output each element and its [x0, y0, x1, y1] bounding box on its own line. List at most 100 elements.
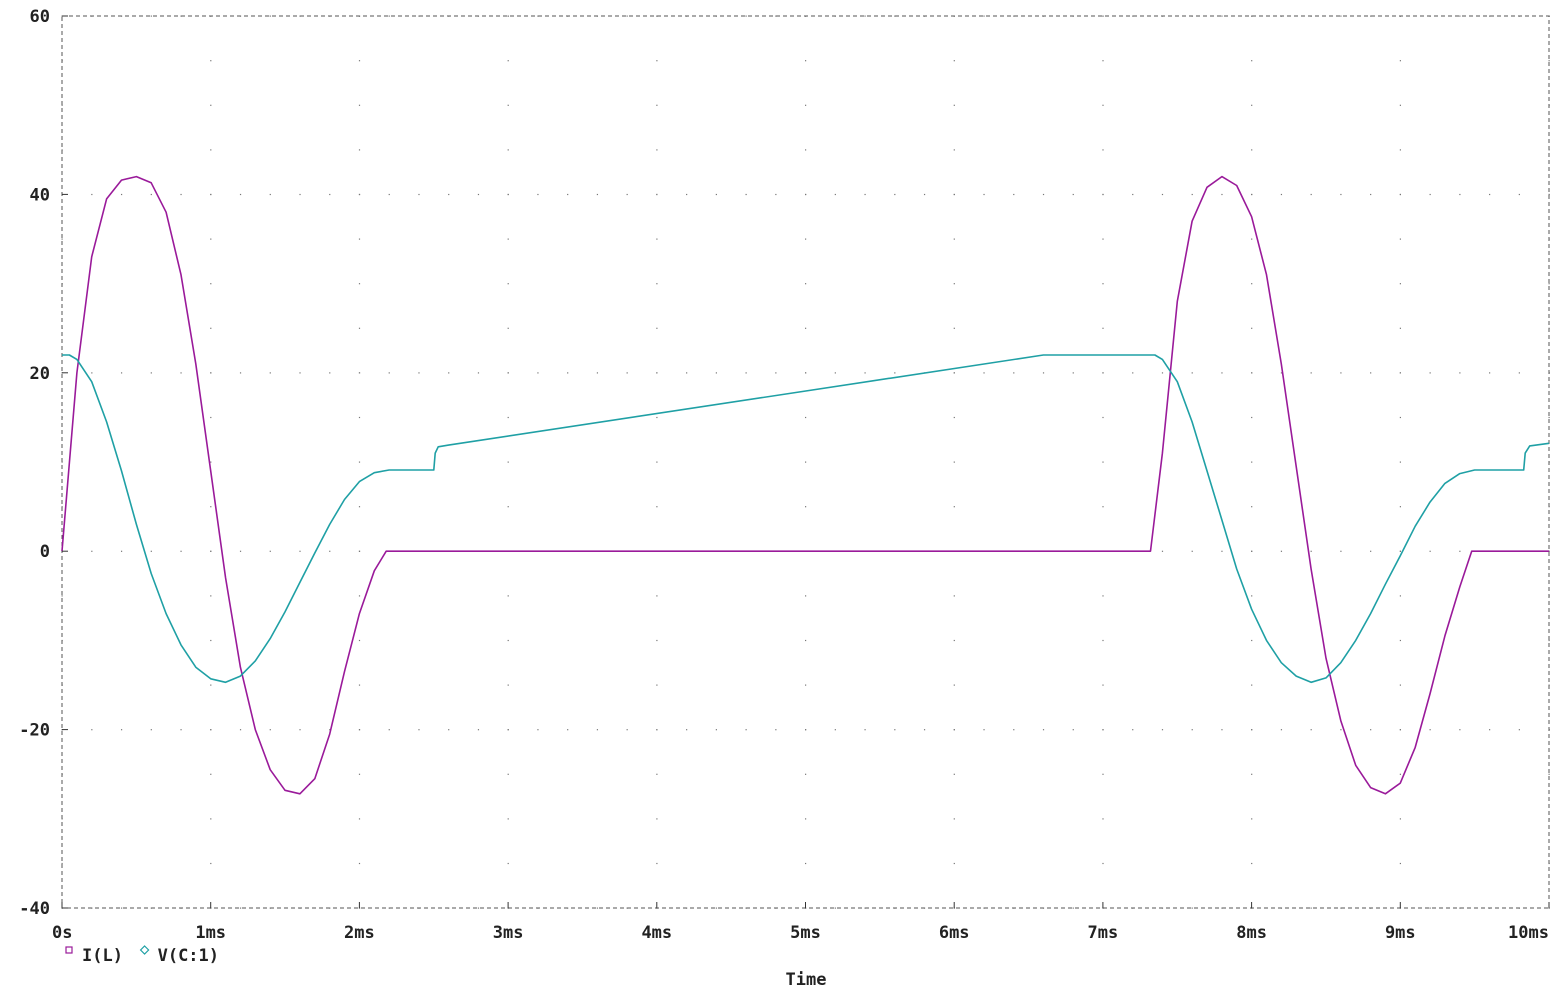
grid-dot	[656, 283, 658, 285]
grid-dot	[120, 729, 123, 731]
grid-dot	[626, 15, 628, 17]
grid-dot	[864, 729, 866, 731]
grid-dot	[210, 729, 212, 731]
grid-dot	[1251, 862, 1253, 865]
grid-dot	[1429, 907, 1431, 909]
grid-dot	[805, 773, 807, 775]
grid-dot	[805, 372, 807, 374]
grid-dot	[537, 15, 539, 17]
grid-dot	[1251, 506, 1253, 508]
grid-dot	[1399, 862, 1401, 865]
grid-dot	[953, 729, 955, 731]
grid-dot	[1013, 15, 1015, 17]
grid-dot	[1399, 773, 1401, 775]
grid-dot	[805, 60, 807, 62]
grid-dot	[1102, 639, 1104, 642]
grid-dot	[537, 193, 539, 196]
grid-dot	[1161, 550, 1164, 552]
grid-dot	[477, 729, 480, 731]
grid-dot	[923, 193, 926, 196]
grid-dot	[983, 729, 985, 731]
grid-dot	[388, 372, 390, 374]
grid-dot	[507, 595, 509, 597]
grid-dot	[1251, 15, 1253, 17]
grid-dot	[567, 729, 569, 731]
grid-dot	[1161, 193, 1164, 196]
grid-dot	[1042, 729, 1045, 731]
grid-dot	[715, 907, 717, 909]
grid-dot	[358, 907, 361, 909]
grid-dot	[1132, 729, 1134, 731]
grid-dot	[1310, 729, 1312, 731]
grid-dot	[1548, 907, 1550, 909]
grid-dot	[1548, 639, 1550, 642]
legend-marker-square	[65, 946, 73, 954]
grid-dot	[1340, 372, 1342, 374]
grid-dot	[1459, 907, 1461, 909]
grid-dot	[1072, 729, 1074, 731]
grid-dot	[894, 729, 896, 731]
grid-dot	[150, 372, 152, 374]
grid-dot	[507, 149, 509, 151]
grid-dot	[210, 193, 212, 196]
grid-dot	[953, 684, 955, 686]
grid-dot	[1399, 60, 1401, 62]
x-tick-label: 3ms	[493, 923, 524, 943]
grid-dot	[745, 193, 747, 196]
legend: I(L) V(C:1)	[65, 945, 219, 966]
grid-dot	[656, 149, 658, 151]
grid-dot	[1399, 550, 1401, 552]
grid-dot	[1191, 907, 1193, 909]
grid-dot	[1429, 729, 1431, 731]
grid-dot	[656, 506, 658, 508]
grid-dot	[1161, 729, 1164, 731]
legend-label: I(L)	[82, 946, 123, 966]
grid-dot	[1191, 372, 1193, 374]
grid-dot	[358, 729, 361, 731]
grid-dot	[1399, 684, 1401, 686]
grid-dot	[1102, 372, 1104, 374]
grid-dot	[477, 372, 480, 374]
x-tick-label: 7ms	[1088, 923, 1119, 943]
grid-dot	[1399, 595, 1401, 597]
grid-dot	[805, 416, 807, 419]
x-tick-label: 2ms	[344, 923, 375, 943]
grid-dot	[626, 372, 628, 374]
grid-dot	[120, 372, 123, 374]
grid-dot	[507, 506, 509, 508]
grid-dot	[1251, 104, 1253, 106]
grid-dot	[1251, 283, 1253, 285]
grid-dot	[953, 773, 955, 775]
grid-dot	[805, 193, 807, 196]
grid-dot	[210, 595, 212, 597]
grid-dot	[477, 193, 480, 196]
grid-dot	[1340, 550, 1342, 552]
grid-dot	[1370, 729, 1372, 731]
grid-dot	[388, 729, 390, 731]
grid-dot	[507, 729, 509, 731]
grid-dot	[1072, 372, 1074, 374]
grid-dot	[358, 639, 361, 642]
grid-dot	[1489, 729, 1491, 731]
grid-dot	[358, 862, 361, 865]
grid-dot	[1251, 327, 1253, 329]
grid-dot	[1042, 372, 1045, 374]
grid-dot	[953, 283, 955, 285]
grid-dot	[1221, 193, 1223, 196]
legend-marker-diamond	[139, 945, 150, 955]
grid-dot	[1370, 550, 1372, 552]
grid-dot	[1132, 15, 1134, 17]
grid-dot	[805, 818, 807, 820]
grid-dot	[1459, 729, 1461, 731]
grid-dot	[656, 104, 658, 106]
grid-dot	[210, 416, 212, 419]
grid-dot	[507, 283, 509, 285]
grid-dot	[1191, 550, 1193, 552]
grid-dot	[358, 238, 361, 240]
grid-dot	[715, 372, 717, 374]
grid-dot	[418, 15, 420, 17]
grid-dot	[805, 238, 807, 240]
grid-dot	[418, 372, 420, 374]
grid-dot	[834, 907, 836, 909]
